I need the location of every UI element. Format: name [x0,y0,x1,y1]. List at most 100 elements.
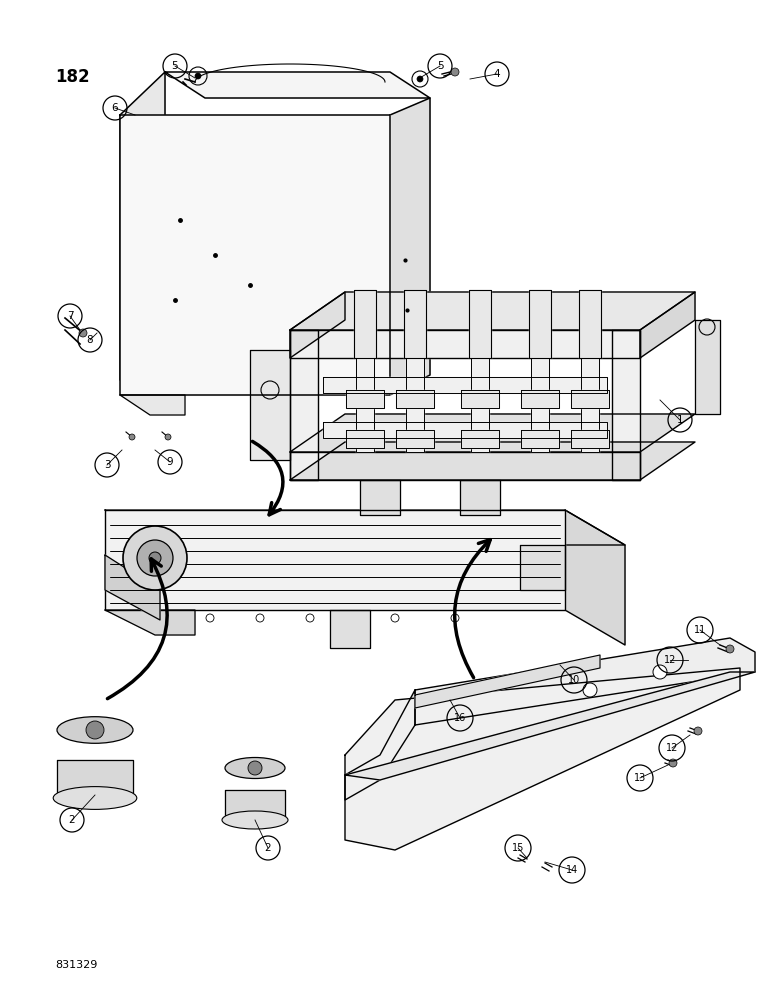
Polygon shape [571,390,609,408]
Polygon shape [290,330,640,358]
Polygon shape [396,390,434,408]
Circle shape [451,68,459,76]
Text: 15: 15 [512,843,524,853]
Polygon shape [579,290,601,358]
Text: 14: 14 [566,865,578,875]
Circle shape [417,76,423,82]
Polygon shape [469,290,491,358]
Circle shape [306,614,314,622]
Text: 12: 12 [665,743,678,753]
Text: 3: 3 [103,460,110,470]
Text: 8: 8 [86,335,93,345]
Polygon shape [225,790,285,820]
Polygon shape [120,395,185,415]
Polygon shape [105,610,195,635]
Polygon shape [346,390,384,408]
Text: 831329: 831329 [55,960,97,970]
Polygon shape [529,290,551,358]
Polygon shape [360,480,400,515]
Circle shape [726,645,734,653]
Text: 2: 2 [69,815,76,825]
Ellipse shape [57,717,133,743]
Polygon shape [290,414,695,452]
Text: 182: 182 [55,68,90,86]
Polygon shape [250,350,290,460]
Polygon shape [290,452,640,480]
Polygon shape [695,320,720,414]
Polygon shape [471,358,489,452]
Polygon shape [290,292,345,358]
Text: 10: 10 [568,675,580,685]
Polygon shape [521,430,559,448]
Polygon shape [396,430,434,448]
Circle shape [86,721,104,739]
Polygon shape [290,442,695,480]
Circle shape [137,540,173,576]
Text: 7: 7 [66,311,73,321]
Polygon shape [415,655,600,708]
Circle shape [129,434,135,440]
Text: 13: 13 [634,773,646,783]
Polygon shape [120,72,165,380]
Polygon shape [520,545,565,590]
Polygon shape [415,638,755,725]
Polygon shape [521,390,559,408]
Ellipse shape [225,758,285,778]
Polygon shape [354,290,376,358]
Circle shape [195,73,201,79]
Polygon shape [165,72,430,98]
Polygon shape [105,510,565,610]
Circle shape [451,614,459,622]
Polygon shape [565,510,625,645]
Polygon shape [640,292,695,358]
Polygon shape [356,358,374,452]
Circle shape [694,727,702,735]
Text: 12: 12 [664,655,676,665]
Circle shape [123,526,187,590]
Polygon shape [460,480,500,515]
Circle shape [165,434,171,440]
Text: 2: 2 [265,843,271,853]
Polygon shape [531,358,549,452]
Polygon shape [120,115,390,395]
Text: 16: 16 [454,713,466,723]
Polygon shape [345,668,740,850]
Polygon shape [346,430,384,448]
Polygon shape [581,358,599,452]
Polygon shape [404,290,426,358]
Circle shape [206,614,214,622]
Polygon shape [612,330,640,480]
Polygon shape [345,672,755,780]
Polygon shape [345,690,415,800]
Text: 1: 1 [677,415,683,425]
Polygon shape [323,422,607,438]
Ellipse shape [222,811,288,829]
Polygon shape [406,358,424,452]
Circle shape [669,759,677,767]
Polygon shape [290,330,318,480]
Circle shape [583,683,597,697]
Circle shape [391,614,399,622]
Text: 11: 11 [694,625,706,635]
Polygon shape [290,292,695,330]
Circle shape [248,761,262,775]
Text: 9: 9 [167,457,173,467]
Text: 4: 4 [493,69,500,79]
Polygon shape [461,390,499,408]
Polygon shape [105,555,160,620]
Circle shape [256,614,264,622]
Polygon shape [57,760,133,798]
Text: 5: 5 [171,61,178,71]
Polygon shape [330,610,370,648]
Text: 6: 6 [112,103,118,113]
Circle shape [149,552,161,564]
Polygon shape [105,510,625,545]
Polygon shape [571,430,609,448]
Polygon shape [461,430,499,448]
Text: 5: 5 [437,61,443,71]
Circle shape [79,329,87,337]
Ellipse shape [53,787,137,809]
Circle shape [653,665,667,679]
Polygon shape [390,98,430,395]
Polygon shape [323,377,607,393]
